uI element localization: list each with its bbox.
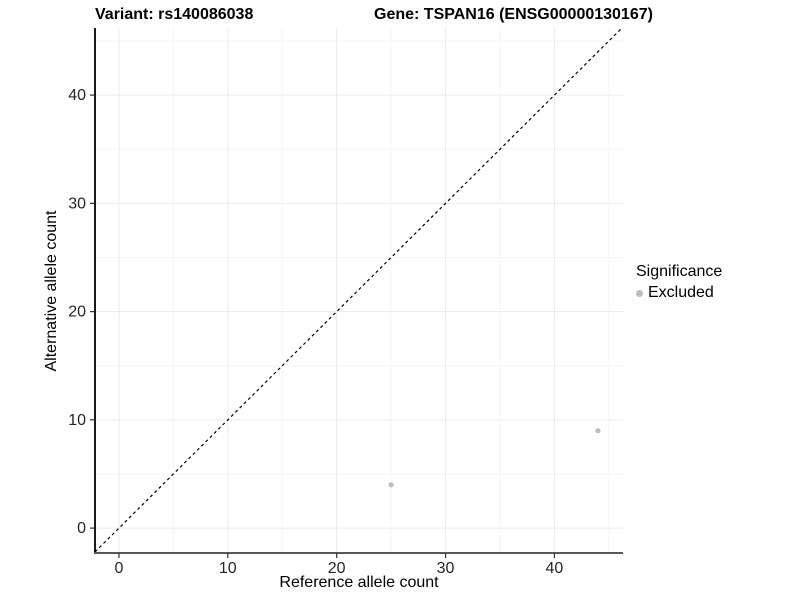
y-tick-label: 40 — [68, 87, 86, 104]
y-tick-label: 20 — [68, 304, 86, 321]
legend-item-label: Excluded — [648, 284, 714, 301]
gene-title: Gene: TSPAN16 (ENSG00000130167) — [374, 6, 653, 23]
data-point — [388, 482, 394, 488]
y-axis-title: Alternative allele count — [43, 210, 60, 372]
y-tick-label: 0 — [77, 520, 86, 537]
identity-line — [94, 27, 623, 553]
x-axis-title: Reference allele count — [279, 574, 439, 591]
legend-point-icon — [636, 289, 643, 297]
legend-item-excluded: Excluded — [636, 284, 722, 302]
variant-title: Variant: rs140086038 — [95, 6, 254, 23]
y-tick-label: 10 — [68, 412, 86, 429]
y-tick-label: 30 — [68, 195, 86, 212]
legend-title: Significance — [636, 263, 723, 280]
x-tick-label: 0 — [114, 560, 123, 577]
x-tick-label: 30 — [437, 560, 455, 577]
x-tick-label: 10 — [219, 560, 237, 577]
data-point — [595, 428, 601, 434]
legend: Significance Excluded — [636, 263, 722, 302]
x-tick-label: 40 — [546, 560, 564, 577]
x-tick-label: 20 — [328, 560, 346, 577]
